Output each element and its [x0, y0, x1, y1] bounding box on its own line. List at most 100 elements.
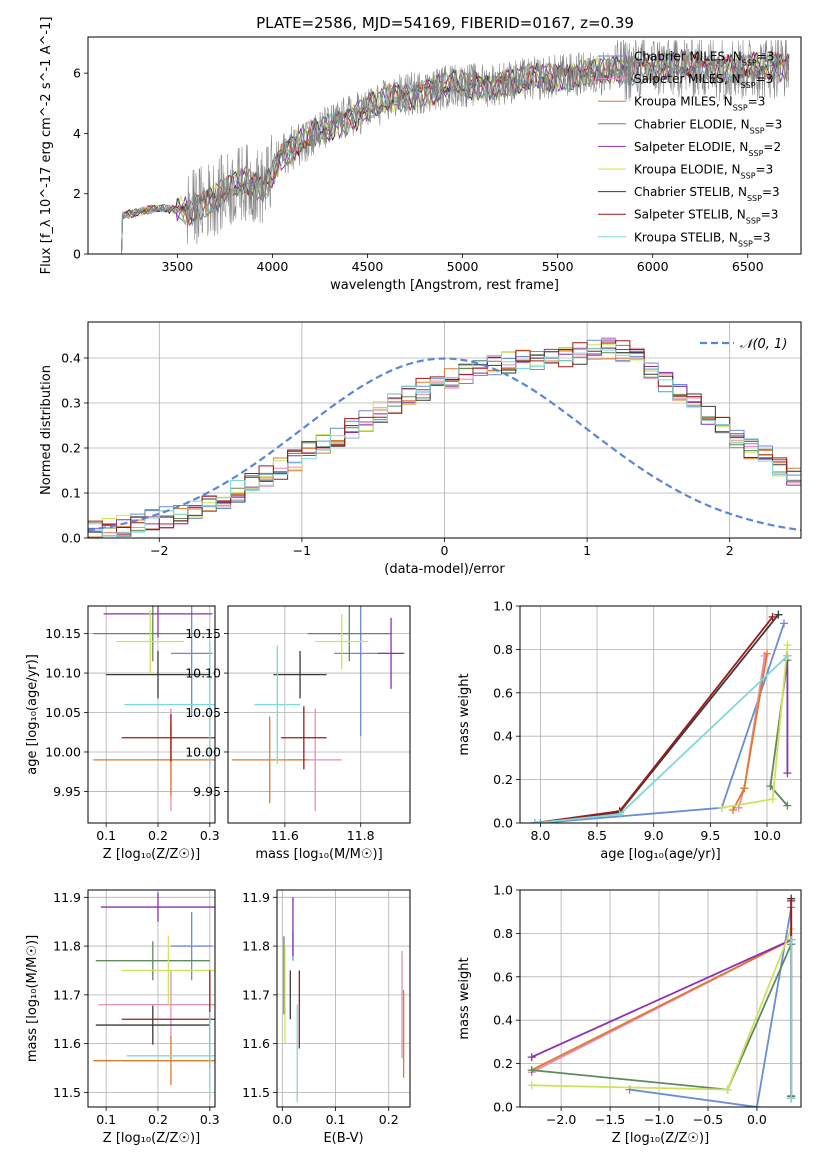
x-tick-label: −1.5 — [595, 1112, 625, 1127]
legend-label-main: Kroupa MILES, N — [634, 95, 733, 109]
x-axis-label: Z [log₁₀(Z/Z☉)] — [103, 847, 200, 862]
panel-weight_vs_age: 8.0 8.5 9.0 9.5 10.0 0.0 0.2 0.4 0.6 0.8 1.0 age [l… — [457, 599, 802, 862]
axes-frame — [87, 36, 802, 255]
axes-frame — [519, 889, 802, 1108]
x-tick-label: 6500 — [732, 259, 764, 274]
y-tick-label: 0.4 — [493, 1013, 513, 1028]
legend-label-salpeter_elodie: Salpeter ELODIE, NSSP=2 — [634, 140, 781, 158]
y-tick-label: 11.9 — [53, 890, 81, 905]
plot-area — [530, 610, 792, 823]
legend-label-main: Salpeter MILES, N — [634, 72, 741, 86]
y-tick-label: 0.3 — [61, 396, 81, 411]
y-tick-label: 0.0 — [493, 816, 513, 831]
y-tick-label: 0.0 — [61, 531, 81, 546]
legend-label-suffix: =3 — [753, 230, 771, 244]
errorbar-kroupa_elodie — [121, 936, 215, 1005]
figure-title: PLATE=2586, MJD=54169, FIBERID=0167, z=0… — [256, 14, 634, 32]
x-axis-label: wavelength [Angstrom, rest frame] — [330, 278, 559, 293]
legend-label-sub: SSP — [748, 148, 763, 157]
legend-label-suffix: =3 — [765, 117, 783, 131]
legend-label-main: Kroupa ELODIE, N — [634, 163, 741, 177]
errorbar-salpeter_elodie — [377, 617, 405, 689]
weight-marker-kroupa_stelib — [787, 935, 796, 944]
x-tick-label: 9.5 — [700, 828, 720, 843]
y-tick-label: 1.0 — [493, 883, 513, 898]
y-tick-label: 10.10 — [45, 666, 81, 681]
y-tick-label: 11.7 — [53, 987, 81, 1002]
errorbar-chabrier_elodie — [95, 941, 210, 981]
weight-line-kroupa_stelib — [534, 655, 789, 823]
x-tick-label: 2 — [726, 543, 734, 558]
x-tick-label: 5500 — [542, 259, 574, 274]
y-tick-label: 11.5 — [242, 1085, 270, 1100]
axes-frame — [87, 889, 216, 1108]
y-tick-label: 11.7 — [242, 987, 270, 1002]
errorbar-chabrier_elodie — [307, 606, 392, 662]
legend-label-suffix: =3 — [757, 50, 775, 64]
y-tick-label: 10.15 — [185, 626, 221, 641]
panel-mass_vs_ebv: 0.0 0.1 0.2 11.5 11.6 11.7 11.8 11.9 E(B-V) — [242, 889, 411, 1146]
errorbar-kroupa_stelib — [254, 645, 301, 764]
legend-label-salpeter_miles: Salpeter MILES, NSSP=3 — [634, 72, 773, 90]
errorbar-kroupa_stelib — [126, 1011, 215, 1100]
legend-label-sub: SSP — [741, 81, 756, 90]
y-axis-label: age [log₁₀(age/yr)] — [25, 654, 40, 775]
y-tick-label: 0 — [73, 247, 81, 262]
legend-label-sub: SSP — [742, 58, 757, 67]
y-tick-label: 0.8 — [493, 642, 513, 657]
y-tick-label: 0.4 — [493, 729, 513, 744]
legend-label-suffix: =3 — [756, 163, 774, 177]
y-tick-label: 0.0 — [493, 1100, 513, 1115]
y-tick-label: 10.05 — [185, 705, 221, 720]
plot-layer: 3500 4000 4500 5000 5500 6000 6500 0 2 4 6 waveleng… — [25, 17, 802, 1146]
x-tick-label: 8.5 — [587, 828, 607, 843]
weight-line-kroupa_miles — [531, 939, 792, 1071]
weight-marker-kroupa_elodie — [723, 1085, 732, 1094]
weight-marker-chabrier_miles — [780, 619, 789, 628]
weight-line-kroupa_elodie — [531, 928, 793, 1091]
y-tick-label: 11.6 — [53, 1036, 81, 1051]
errorbar-chabrier_stelib — [106, 650, 210, 699]
errorbar-kroupa_elodie — [116, 609, 184, 674]
weight-marker-salpeter_stelib — [768, 612, 777, 621]
x-tick-label: 6000 — [637, 259, 669, 274]
y-tick-label: 6 — [73, 66, 81, 81]
y-tick-label: 4 — [73, 126, 81, 141]
weight-marker-kroupa_elodie — [717, 803, 726, 812]
y-tick-label: 11.8 — [242, 939, 270, 954]
legend-label-salpeter_stelib: Salpeter STELIB, NSSP=3 — [634, 208, 778, 226]
errorbar-chabrier_stelib — [95, 1005, 210, 1045]
x-tick-label: 0 — [441, 543, 449, 558]
legend-label-suffix: =3 — [756, 72, 774, 86]
legend-label-chabrier_stelib: Chabrier STELIB, NSSP=3 — [634, 185, 780, 203]
x-tick-label: 5000 — [447, 259, 479, 274]
plot-area — [231, 606, 405, 812]
panel-age_vs_z: 0.1 0.2 0.3 9.95 10.00 10.05 10.10 10.15 Z [log₁… — [25, 605, 220, 862]
axes-frame — [87, 321, 802, 539]
weight-marker-kroupa_stelib — [787, 1094, 796, 1103]
plot-area — [88, 337, 801, 538]
y-axis-label: mass [log₁₀(M/M☉)] — [25, 935, 40, 1062]
legend-label-sub: SSP — [747, 194, 762, 203]
x-axis-label: Z [log₁₀(Z/Z☉)] — [103, 1131, 200, 1146]
legend-label-sub: SSP — [733, 103, 748, 112]
weight-marker-salpeter_elodie — [527, 1053, 536, 1062]
legend-label-sub: SSP — [746, 216, 761, 225]
weight-marker-salpeter_elodie — [783, 769, 792, 778]
plot-area — [120, 39, 790, 254]
y-tick-label: 11.5 — [53, 1085, 81, 1100]
x-axis-label: Z [log₁₀(Z/Z☉)] — [612, 1131, 709, 1146]
legend-label-main: Salpeter STELIB, N — [634, 208, 746, 222]
legend-label-sub: SSP — [741, 171, 756, 180]
x-tick-label: 1 — [583, 543, 591, 558]
y-tick-label: 11.8 — [53, 939, 81, 954]
x-tick-label: 11.8 — [347, 828, 375, 843]
errorbar-salpeter_elodie — [100, 892, 215, 922]
legend-label-sub: SSP — [750, 126, 765, 135]
legend-label-kroupa_elodie: Kroupa ELODIE, NSSP=3 — [634, 163, 773, 181]
x-tick-label: 9.0 — [644, 828, 664, 843]
legend-label-kroupa_stelib: Kroupa STELIB, NSSP=3 — [634, 230, 771, 248]
errorbar-salpeter_stelib — [121, 714, 215, 762]
